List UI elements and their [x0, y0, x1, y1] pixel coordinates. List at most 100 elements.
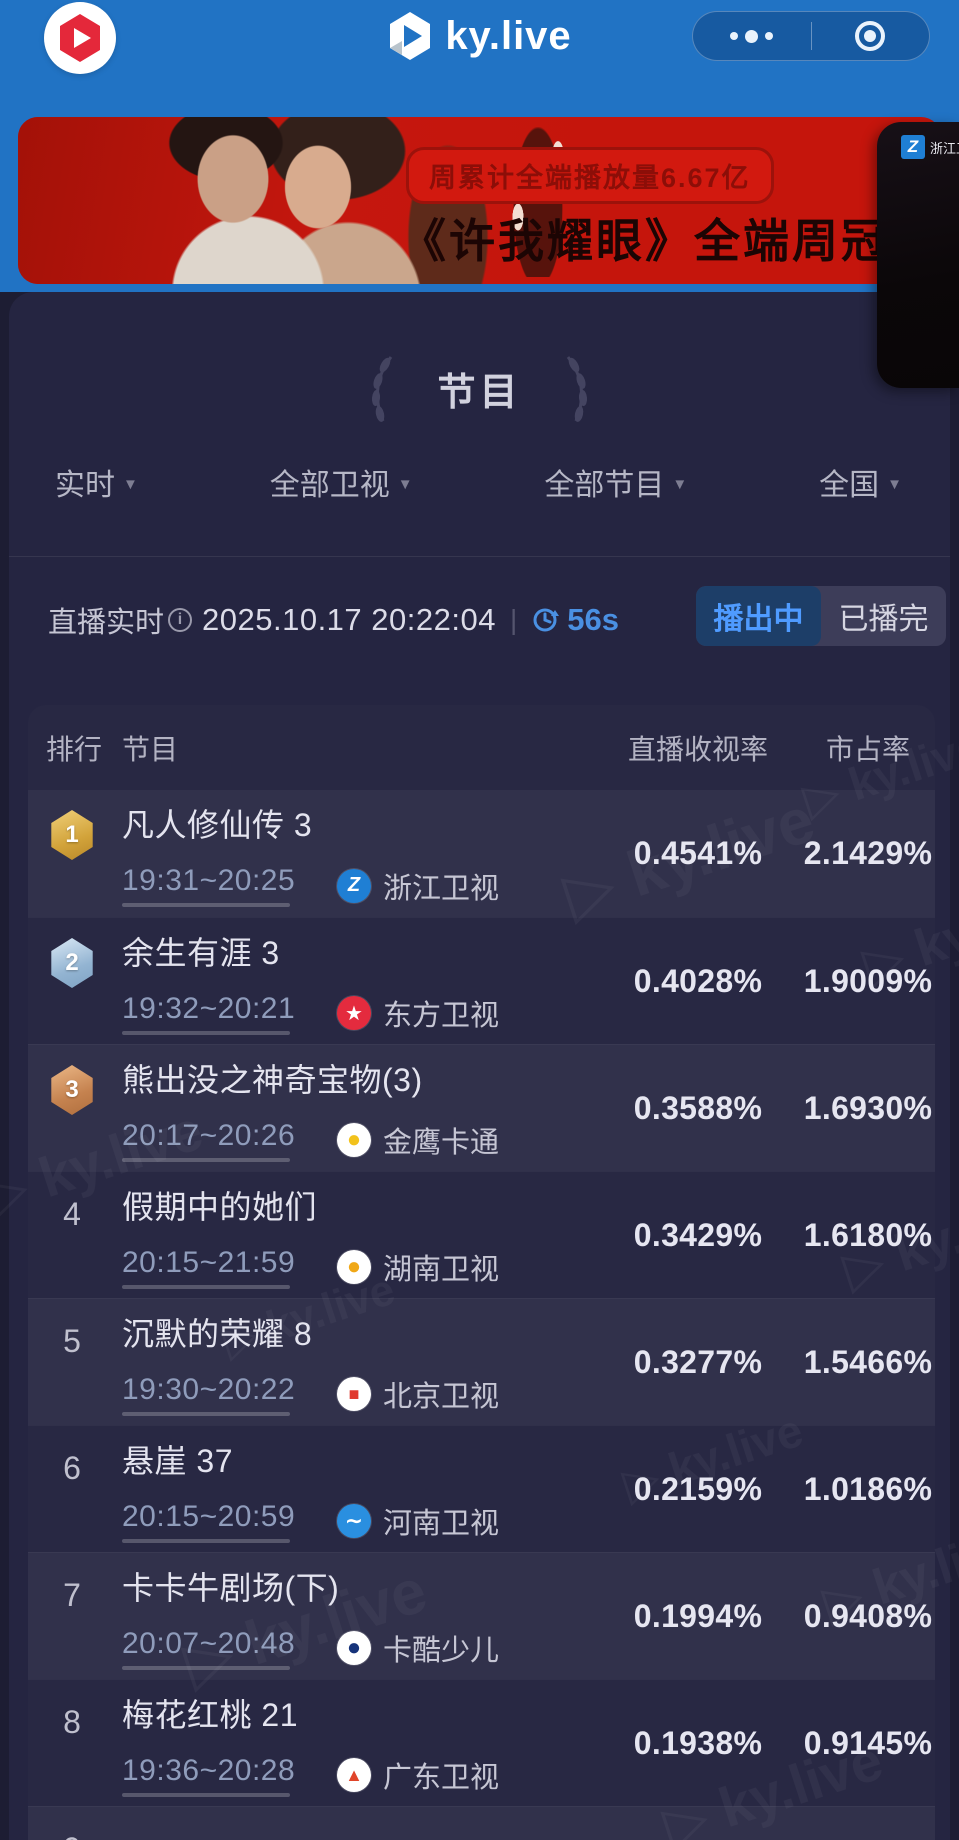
- filter-all-channels-label: 全部卫视: [269, 469, 390, 502]
- market-share-value: 2.1429%: [803, 835, 933, 871]
- program-title: 卡卡牛剧场(下): [122, 1569, 340, 1606]
- time-range: 19:31~20:25: [122, 864, 337, 907]
- table-row[interactable]: 5 5 沉默的荣耀 8 19:30~20:22 ■ 北京卫视 0.3277% 1…: [28, 1298, 935, 1425]
- rank-cell: 5 5: [28, 1299, 116, 1425]
- program-cell: 假期中的她们 20:15~21:59 ● 湖南卫视: [116, 1172, 595, 1298]
- progress-track: [122, 1665, 290, 1670]
- live-rating-value: 0.1813%: [595, 1807, 775, 1840]
- progress-track: [122, 1157, 290, 1162]
- channel-logo-icon: ●: [337, 1123, 371, 1157]
- time-text: 20:17~20:26: [122, 1118, 296, 1152]
- video-channel-chip: Z 浙江卫视: [901, 135, 959, 159]
- channel-name: 北京卫视: [383, 1381, 500, 1413]
- program-meta: 19:31~20:25 Z 浙江卫视: [122, 864, 595, 907]
- filter-all-channels[interactable]: 全部卫视 ▼: [270, 460, 413, 504]
- time-text: 19:36~20:28: [122, 1753, 296, 1787]
- table-row[interactable]: 2 2 余生有涯 3 19:32~20:21 ★ 东方卫视 0.4028% 1.…: [28, 917, 935, 1044]
- toggle-on-air[interactable]: 播出中: [696, 586, 821, 646]
- channel: ∼ 河南卫视: [337, 1500, 499, 1542]
- live-rating-value: 0.1994%: [633, 1597, 763, 1634]
- rank-badge: 3: [51, 1065, 93, 1115]
- time-range: 20:15~20:59: [122, 1500, 337, 1543]
- channel-logo-icon: ●: [337, 1250, 371, 1284]
- promo-banner[interactable]: 周累计全端播放量6.67亿 《许我耀眼》全端周冠: [18, 117, 941, 284]
- app-avatar-button[interactable]: [44, 2, 116, 74]
- channel: ★ 东方卫视: [337, 992, 499, 1034]
- program-rows: 1 1 凡人修仙传 3 19:31~20:25 Z 浙江卫视 0.4541% 2…: [28, 790, 935, 1840]
- program-meta: 19:30~20:22 ■ 北京卫视: [122, 1373, 595, 1416]
- info-icon[interactable]: i: [168, 608, 193, 632]
- table-row[interactable]: 8 8 梅花红桃 21 19:36~20:28 ▲ 广东卫视 0.1938% 0…: [28, 1679, 935, 1806]
- toggle-finished[interactable]: 已播完: [838, 603, 929, 636]
- table-row[interactable]: 7 7 卡卡牛剧场(下) 20:07~20:48 ● 卡酷少儿 0.1994% …: [28, 1552, 935, 1679]
- rank-number: 7: [63, 1577, 81, 1613]
- time-text: 20:07~20:48: [122, 1626, 296, 1660]
- table-row[interactable]: 9 9 一站到底·少年季 0.1813% 0.8555%: [28, 1806, 935, 1840]
- rank-cell: 6 6: [28, 1426, 116, 1552]
- program-meta: 19:36~20:28 ▲ 广东卫视: [122, 1754, 595, 1797]
- program-cell: 一站到底·少年季: [116, 1807, 595, 1840]
- table-row[interactable]: 3 3 熊出没之神奇宝物(3) 20:17~20:26 ● 金鹰卡通 0.358…: [28, 1044, 935, 1171]
- refresh-countdown[interactable]: 56s: [531, 602, 619, 638]
- target-circle-icon: [855, 21, 886, 51]
- channel-logo-icon: ■: [337, 1377, 371, 1411]
- laurel-left-icon: [372, 356, 393, 422]
- market-share-value: 1.9009%: [803, 962, 933, 999]
- live-rating-value: 0.3277%: [633, 1343, 763, 1380]
- channel-logo-icon: ∼: [337, 1504, 371, 1538]
- floating-video-window[interactable]: Z 浙江卫视: [877, 122, 959, 388]
- program-cell: 卡卡牛剧场(下) 20:07~20:48 ● 卡酷少儿: [116, 1553, 595, 1679]
- program-title: 假期中的她们: [122, 1188, 318, 1225]
- close-minimize-button[interactable]: [812, 12, 930, 60]
- ranking-table: 排行 节目 直播收视率 市占率 1 1 凡人修仙传 3 19:31~20:25 …: [28, 705, 935, 1840]
- program-title: 余生有涯 3: [122, 934, 280, 971]
- program-cell: 熊出没之神奇宝物(3) 20:17~20:26 ● 金鹰卡通: [116, 1045, 595, 1171]
- live-realtime-label: 直播实时: [48, 607, 165, 639]
- time-range: 20:17~20:26: [122, 1119, 337, 1162]
- time-text: 19:30~20:22: [122, 1372, 296, 1406]
- filter-all-programs[interactable]: 全部节目 ▼: [544, 460, 687, 504]
- more-options-button[interactable]: [693, 12, 811, 60]
- section-divider: [9, 556, 950, 557]
- filter-realtime[interactable]: 实时 ▼: [55, 460, 138, 504]
- filter-all-programs-label: 全部节目: [544, 469, 665, 502]
- header-rank: 排行: [46, 733, 103, 765]
- program-cell: 凡人修仙传 3 19:31~20:25 Z 浙江卫视: [116, 790, 595, 917]
- market-share-value: 1.6180%: [803, 1216, 933, 1253]
- rank-badge: 2: [51, 938, 93, 988]
- table-row[interactable]: 6 6 悬崖 37 20:15~20:59 ∼ 河南卫视 0.2159% 1.0…: [28, 1425, 935, 1552]
- rank-number: 5: [63, 1323, 81, 1359]
- header-rating: 直播收视率: [627, 733, 768, 765]
- red-play-hexagon-icon: [60, 14, 100, 62]
- time-range: 19:30~20:22: [122, 1373, 337, 1416]
- rank-number: 4: [63, 1196, 81, 1232]
- rank-number: 9: [63, 1831, 81, 1840]
- progress-track: [122, 1792, 290, 1797]
- time-text: 20:15~21:59: [122, 1245, 296, 1279]
- channel-name: 广东卫视: [383, 1762, 500, 1794]
- program-title: 沉默的荣耀 8: [122, 1315, 313, 1352]
- filter-region-label: 全国: [819, 469, 880, 502]
- market-share-value: 0.9145%: [803, 1724, 933, 1761]
- filter-region[interactable]: 全国 ▼: [819, 460, 902, 504]
- chevron-down-icon: ▼: [123, 475, 138, 493]
- content-card: 节目 实时 ▼ 全部卫视 ▼: [9, 292, 950, 1840]
- chevron-down-icon: ▼: [887, 475, 902, 493]
- channel-name: 河南卫视: [383, 1508, 500, 1540]
- program-cell: 悬崖 37 20:15~20:59 ∼ 河南卫视: [116, 1426, 595, 1552]
- header-program: 节目: [122, 733, 179, 765]
- channel: ▲ 广东卫视: [337, 1754, 499, 1796]
- table-row[interactable]: 4 4 假期中的她们 20:15~21:59 ● 湖南卫视 0.3429% 1.…: [28, 1171, 935, 1298]
- progress-track: [122, 1030, 290, 1035]
- rank-cell: 1 1: [28, 790, 116, 917]
- channel-name: 浙江卫视: [383, 872, 500, 905]
- channel: ● 卡酷少儿: [337, 1627, 499, 1669]
- table-row[interactable]: 1 1 凡人修仙传 3 19:31~20:25 Z 浙江卫视 0.4541% 2…: [28, 790, 935, 917]
- time-range: 19:32~20:21: [122, 992, 337, 1035]
- app-title: ky.live: [445, 13, 572, 58]
- rank-cell: 8 8: [28, 1680, 116, 1806]
- time-range: 20:15~21:59: [122, 1246, 337, 1289]
- page-title: 节目: [437, 371, 522, 414]
- progress-track: [122, 1538, 290, 1543]
- program-title: 熊出没之神奇宝物(3): [122, 1061, 423, 1098]
